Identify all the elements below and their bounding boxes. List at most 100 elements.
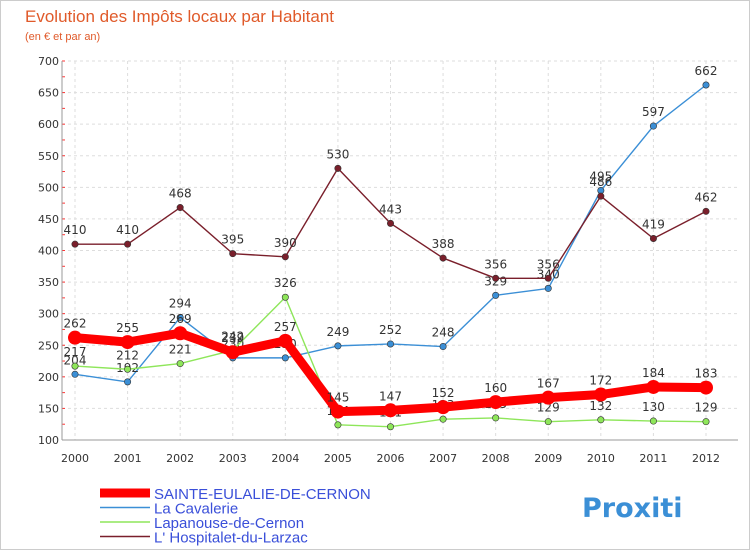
data-label: 172: [589, 374, 612, 388]
chart-subtitle: (en € et par an): [25, 31, 100, 43]
data-label: 167: [537, 377, 560, 391]
y-tick-label: 250: [38, 339, 59, 352]
data-point: [649, 417, 657, 425]
data-label: 269: [169, 312, 192, 326]
legend-item-la-cavalerie: La Cavalerie: [100, 501, 238, 518]
series-l-hospitalet-du-larzac: 410 410 468 395 390 530 443 388 356 356 486 419 462: [64, 147, 718, 282]
data-point: [176, 360, 184, 368]
data-label: 662: [695, 64, 718, 78]
data-label: 249: [326, 325, 349, 339]
plot-area: 100 150 200 250 300 350 400 450 500 550 600 650 700 2…: [38, 55, 738, 465]
data-point: [334, 342, 342, 350]
data-point: [334, 421, 342, 429]
data-label: 294: [169, 296, 192, 310]
data-point: [383, 403, 398, 418]
data-label: 132: [589, 399, 612, 413]
legend-item-l-hospitalet-du-larzac: L' Hospitalet-du-Larzac: [100, 530, 308, 547]
data-label: 248: [432, 326, 455, 340]
data-point: [702, 418, 710, 426]
data-label: 410: [116, 223, 139, 237]
data-label: 145: [326, 391, 349, 405]
data-label: 255: [116, 321, 139, 335]
data-point: [488, 395, 503, 410]
data-point: [124, 240, 132, 248]
x-tick-label: 2003: [219, 452, 247, 465]
data-label: 326: [274, 276, 297, 290]
y-tick-label: 100: [38, 434, 59, 447]
legend-label: SAINTE-EULALIE-DE-CERNON: [154, 486, 371, 503]
data-point: [386, 423, 394, 431]
data-label: 152: [432, 386, 455, 400]
data-point: [646, 379, 661, 394]
legend-label: Lapanouse-de-Cernon: [154, 515, 304, 532]
data-label: 184: [642, 366, 665, 380]
data-point: [330, 404, 345, 419]
data-point: [71, 370, 79, 378]
y-tick-label: 150: [38, 402, 59, 415]
data-point: [597, 416, 605, 424]
data-label: 129: [537, 401, 560, 415]
data-point: [492, 414, 500, 422]
data-point: [649, 122, 657, 130]
y-tick-label: 600: [38, 118, 59, 131]
data-label: 468: [169, 187, 192, 201]
data-point: [386, 340, 394, 348]
data-label: 204: [64, 353, 87, 367]
x-tick-label: 2006: [377, 452, 405, 465]
data-point: [699, 380, 713, 395]
x-tick-label: 2007: [429, 452, 457, 465]
data-point: [225, 345, 240, 360]
data-point: [702, 207, 710, 215]
y-tick-label: 550: [38, 150, 59, 163]
data-label: 239: [221, 331, 244, 345]
data-point: [702, 81, 710, 89]
data-label: 262: [64, 317, 87, 331]
data-label: 183: [695, 367, 718, 381]
legend-label: L' Hospitalet-du-Larzac: [154, 530, 308, 547]
data-label: 462: [695, 190, 718, 204]
data-point: [593, 387, 608, 402]
data-label: 486: [589, 175, 612, 189]
data-label: 395: [221, 233, 244, 247]
data-point: [173, 326, 188, 341]
y-tick-label: 400: [38, 245, 59, 258]
data-point: [176, 313, 184, 321]
data-point: [439, 415, 447, 423]
y-tick-label: 650: [38, 87, 59, 100]
data-label: 129: [695, 401, 718, 415]
data-point: [68, 330, 82, 345]
data-point: [71, 240, 79, 248]
data-label: 217: [64, 345, 87, 359]
data-point: [544, 284, 552, 292]
data-label: 419: [642, 217, 665, 231]
data-label: 252: [379, 323, 402, 337]
x-tick-label: 2005: [324, 452, 352, 465]
data-point: [71, 362, 79, 370]
data-label: 530: [326, 147, 349, 161]
x-tick-label: 2002: [166, 452, 194, 465]
data-point: [120, 335, 135, 350]
y-tick-label: 200: [38, 371, 59, 384]
data-label: 495: [589, 169, 612, 183]
data-point: [541, 390, 556, 405]
x-tick-label: 2011: [639, 452, 667, 465]
data-label: 390: [274, 236, 297, 250]
legend-label: La Cavalerie: [154, 501, 238, 518]
data-label: 356: [537, 257, 560, 271]
proxiti-logo: Proxiti: [582, 493, 683, 524]
data-point: [439, 254, 447, 262]
data-label: 147: [379, 389, 402, 403]
data-point: [436, 400, 451, 415]
data-point: [544, 274, 552, 282]
data-point: [281, 253, 289, 261]
data-point: [544, 418, 552, 426]
y-tick-label: 350: [38, 276, 59, 289]
data-point: [334, 164, 342, 172]
x-tick-label: 2004: [271, 452, 299, 465]
data-point: [649, 234, 657, 242]
legend-item-lapanouse-de-cernon: Lapanouse-de-Cernon: [100, 515, 304, 532]
legend-item-sainte-eulalie-de-cernon: SAINTE-EULALIE-DE-CERNON: [100, 486, 371, 503]
